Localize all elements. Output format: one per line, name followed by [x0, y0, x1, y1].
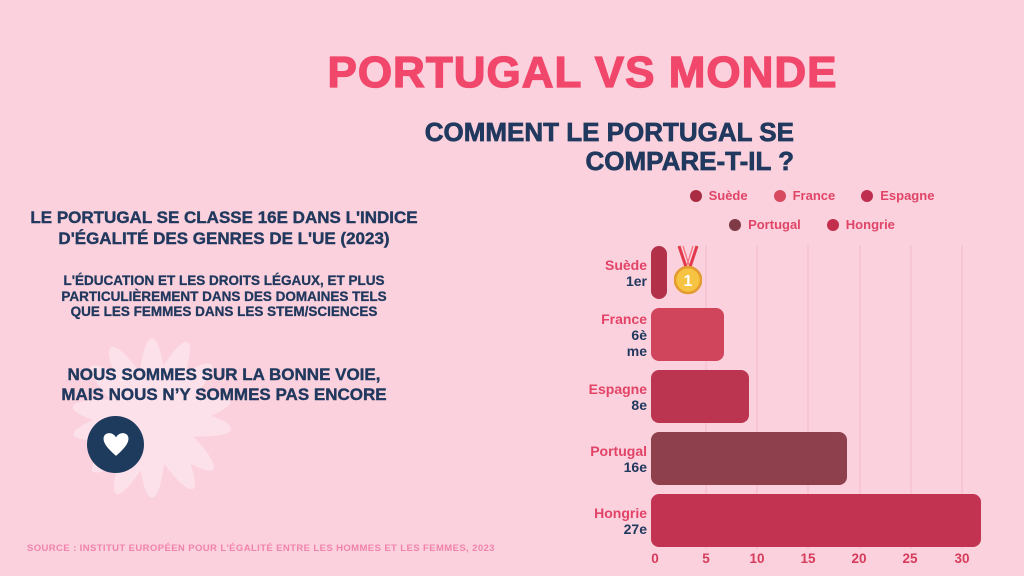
bar-area	[651, 432, 1018, 485]
chart-row-portugal: Portugal 16e	[558, 432, 1018, 485]
message-line-1: NOUS SOMMES SUR LA BONNE VOIE,	[67, 365, 381, 384]
claim-line-1: LE PORTUGAL SE CLASSE 16E DANS L'INDICE	[30, 208, 418, 227]
detail-text: L'ÉDUCATION ET LES DROITS LÉGAUX, ET PLU…	[12, 273, 436, 320]
legend-label-espagne: Espagne	[880, 188, 935, 203]
page-subtitle: COMMENT LE PORTUGAL SE COMPARE-T-IL ?	[424, 117, 794, 176]
row-label-espagne: Espagne 8e	[558, 381, 651, 413]
x-tick-0: 0	[651, 551, 659, 566]
chart-legend-row-1: Suède France Espagne	[600, 188, 1024, 203]
legend-item-france: France	[773, 188, 836, 203]
country-rank: 1er	[625, 272, 647, 289]
country-rank: 27e	[623, 520, 647, 537]
gridline	[910, 245, 912, 549]
message-line-2: MAIS NOUS N’Y SOMMES PAS ENCORE	[61, 385, 387, 404]
country-rank: 16e	[623, 458, 647, 475]
claim-line-2: D'ÉGALITÉ DES GENRES DE L'UE (2023)	[58, 229, 390, 248]
bar-area	[651, 370, 1018, 423]
legend-label-france: France	[792, 188, 836, 203]
country-name: Hongrie	[594, 504, 647, 521]
legend-label-hongrie: Hongrie	[845, 217, 895, 232]
chart-row-hongrie: Hongrie 27e	[558, 494, 1018, 547]
x-axis: 0 5 10 15 20 25 30	[0, 551, 1024, 567]
bar-area: 1	[651, 245, 1018, 299]
bar-chart: Suède 1er 1 France 6è me	[558, 245, 1018, 556]
country-name: Suède	[604, 256, 647, 273]
x-tick-10: 10	[749, 551, 765, 566]
detail-line-3: QUE LES FEMMES DANS LES STEM/SCIENCES	[70, 304, 378, 319]
gridline	[756, 245, 758, 549]
source-text: SOURCE : INSTITUT EUROPÉEN POUR L'ÉGALIT…	[27, 543, 495, 554]
country-rank: 8e	[631, 396, 647, 413]
bar-portugal	[651, 432, 847, 485]
row-label-suede: Suède 1er	[558, 257, 651, 289]
detail-line-2: PARTICULIÈREMENT DANS DES DOMAINES TELS	[61, 288, 387, 304]
claim-text: LE PORTUGAL SE CLASSE 16E DANS L'INDICE …	[12, 207, 436, 249]
chart-row-france: France 6è me	[558, 308, 1018, 361]
subtitle-line-2: COMPARE-T-IL ?	[585, 146, 794, 176]
detail-line-1: L'ÉDUCATION ET LES DROITS LÉGAUX, ET PLU…	[63, 273, 385, 288]
country-rank: 6è	[631, 326, 647, 343]
legend-item-hongrie: Hongrie	[826, 217, 895, 232]
bar-espagne	[651, 370, 749, 423]
x-tick-25: 25	[902, 551, 918, 566]
bar-area	[651, 308, 1018, 361]
bar-hongrie	[651, 494, 982, 547]
medal-number: 1	[683, 273, 692, 290]
legend-dot-hongrie	[826, 218, 839, 231]
page-title: PORTUGAL VS MONDE	[327, 47, 838, 97]
flower-decoration	[72, 338, 232, 498]
row-label-france: France 6è me	[558, 311, 651, 359]
chart-row-espagne: Espagne 8e	[558, 370, 1018, 423]
bar-france	[651, 308, 725, 361]
legend-dot-espagne	[861, 189, 874, 202]
legend-dot-suede	[689, 189, 702, 202]
legend-label-suede: Suède	[708, 188, 748, 203]
legend-label-portugal: Portugal	[748, 217, 801, 232]
country-name: Portugal	[590, 442, 647, 459]
x-tick-30: 30	[954, 551, 970, 566]
legend-dot-portugal	[729, 218, 742, 231]
row-label-portugal: Portugal 16e	[558, 443, 651, 475]
bar-suede	[651, 246, 667, 299]
country-name: Espagne	[588, 380, 647, 397]
country-name: France	[601, 310, 647, 327]
heart-icon	[87, 416, 144, 473]
row-label-hongrie: Hongrie 27e	[558, 505, 651, 537]
message-text: NOUS SOMMES SUR LA BONNE VOIE, MAIS NOUS…	[12, 365, 436, 405]
subtitle-line-1: COMMENT LE PORTUGAL SE	[424, 117, 794, 147]
chart-row-suede: Suède 1er 1	[558, 245, 1018, 299]
legend-item-suede: Suède	[689, 188, 748, 203]
gold-medal-icon: 1	[673, 245, 702, 294]
legend-item-espagne: Espagne	[861, 188, 934, 203]
country-rank-line2: me	[626, 342, 647, 359]
x-tick-5: 5	[702, 551, 710, 566]
x-tick-20: 20	[851, 551, 867, 566]
legend-item-portugal: Portugal	[729, 217, 801, 232]
gridline	[807, 245, 809, 549]
legend-dot-france	[773, 189, 786, 202]
gridline	[961, 245, 963, 549]
chart-legend-row-2: Portugal Hongrie	[600, 217, 1024, 232]
gridline	[859, 245, 861, 549]
x-tick-15: 15	[800, 551, 816, 566]
bar-area	[651, 494, 1018, 547]
